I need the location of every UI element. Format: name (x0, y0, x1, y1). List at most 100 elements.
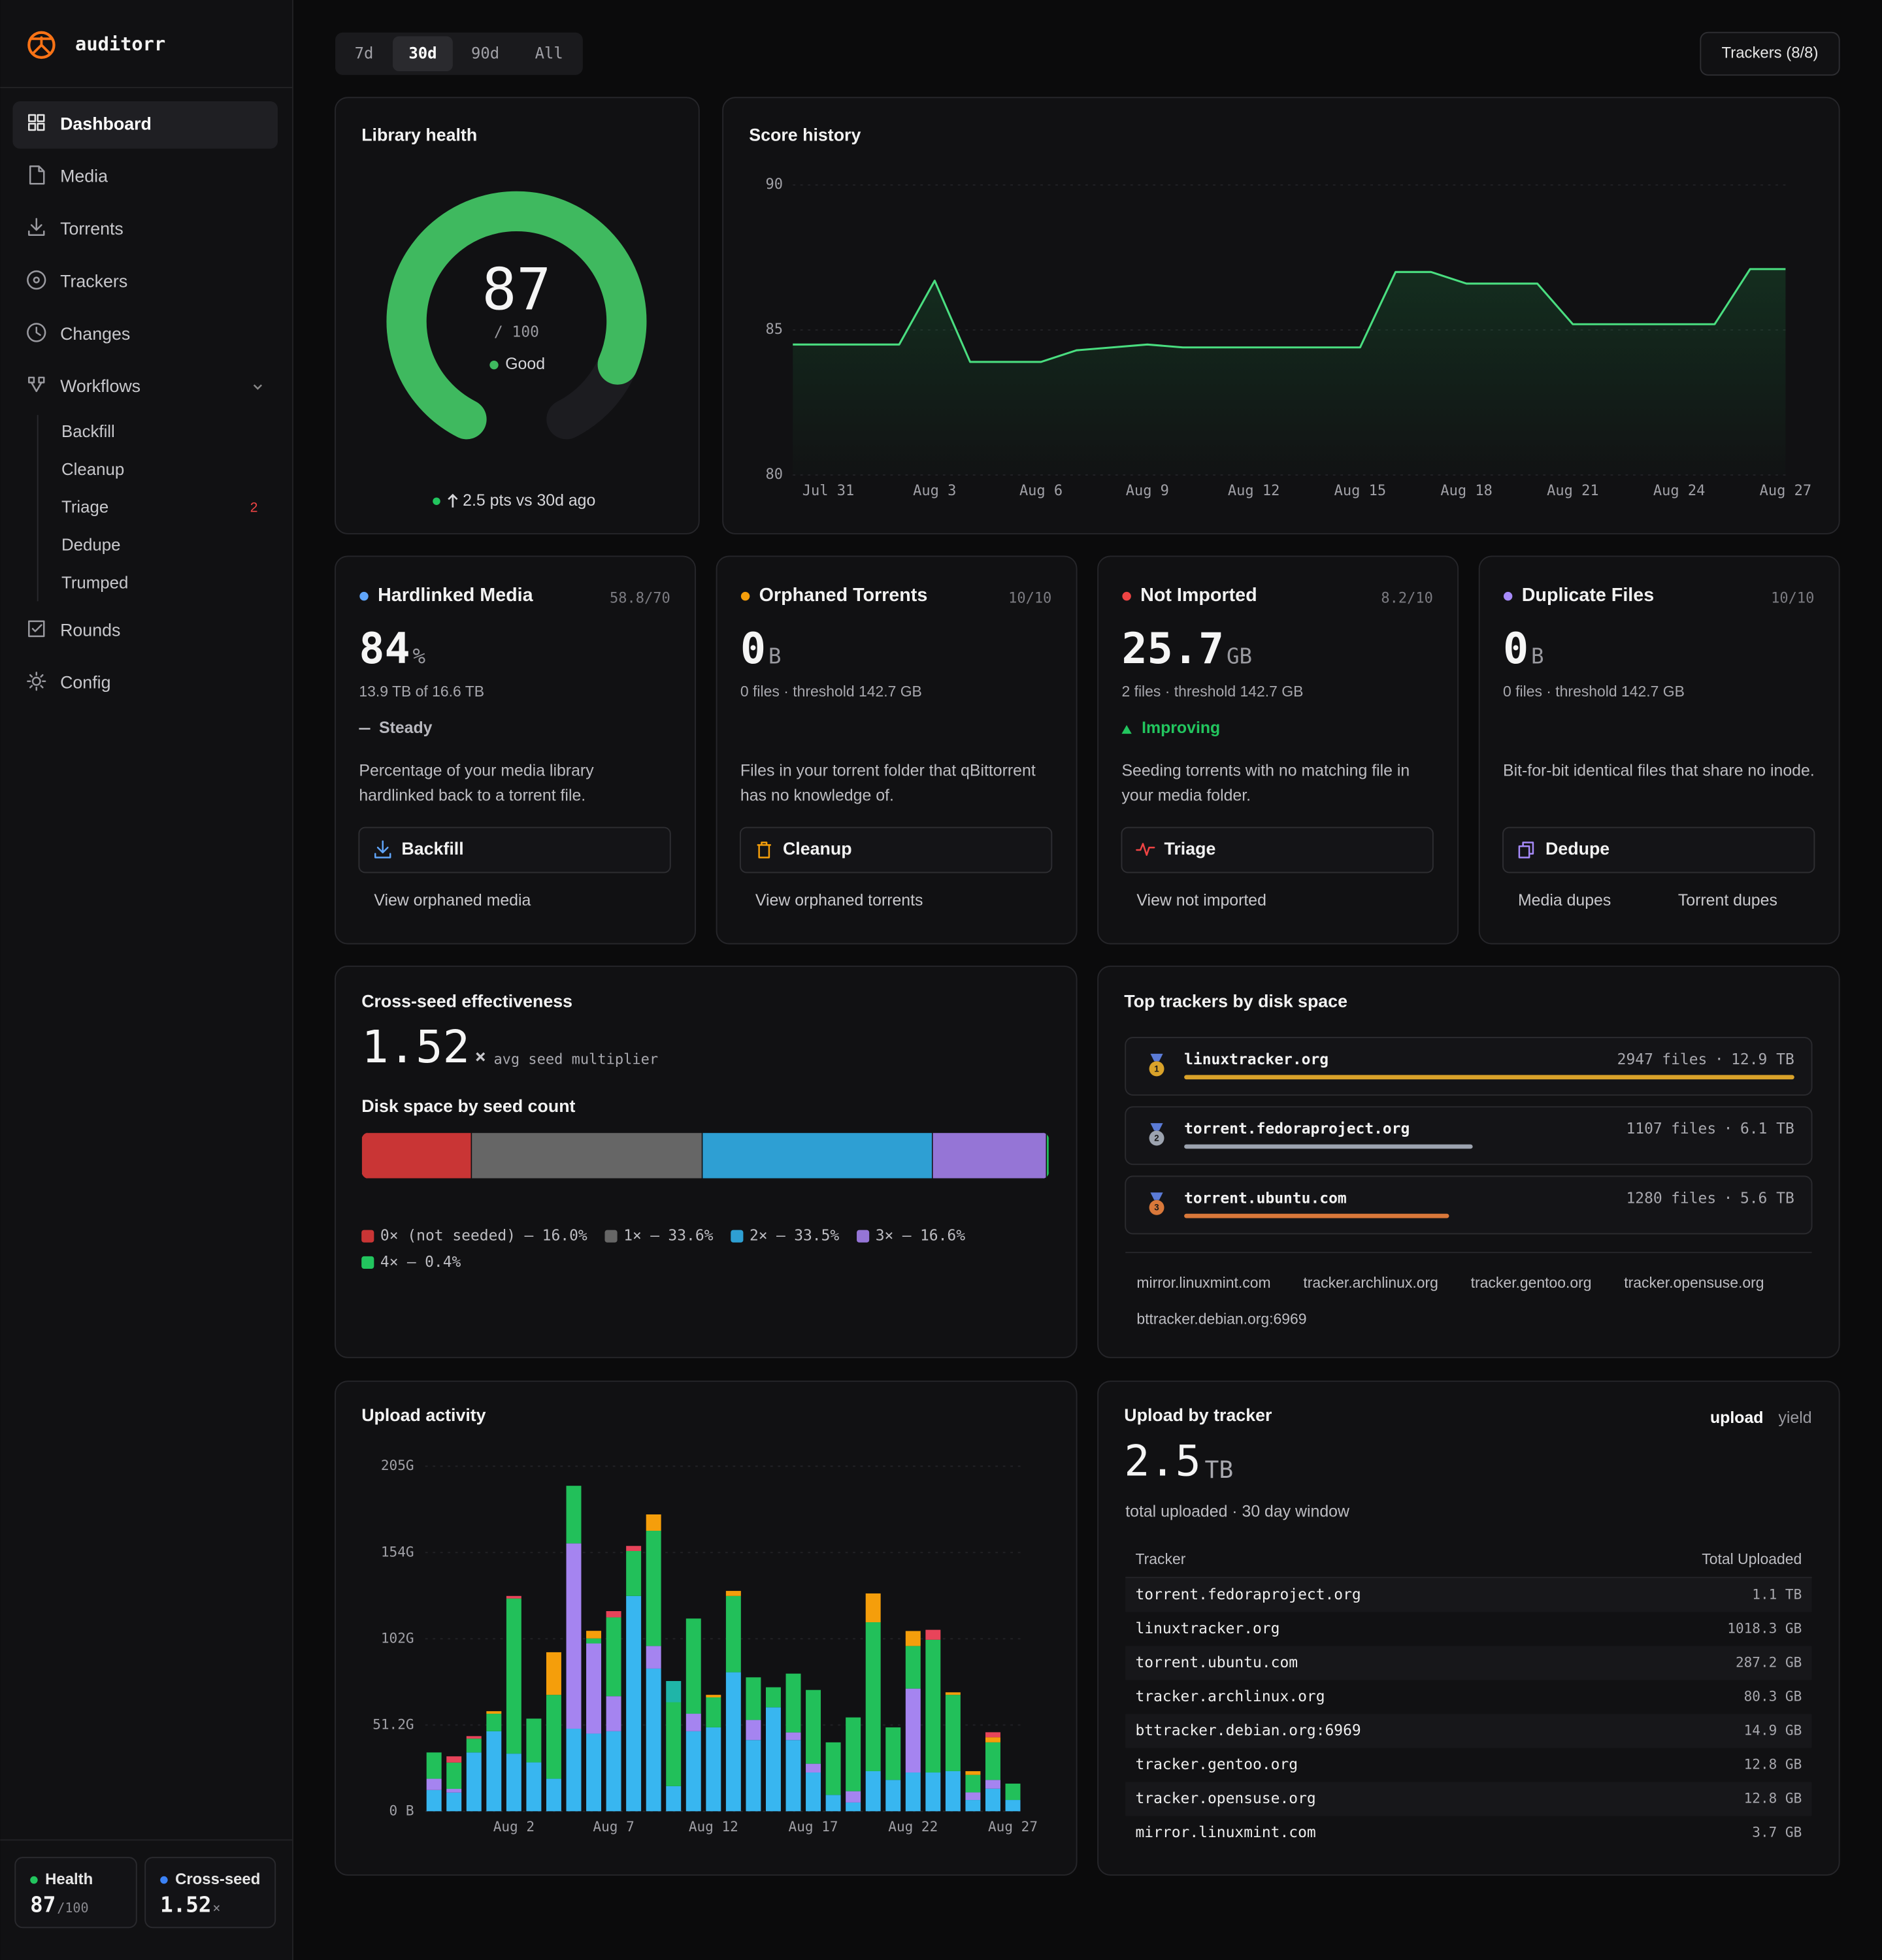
bar-segment (725, 1672, 741, 1812)
nav-item[interactable]: Torrents (60, 219, 124, 238)
nav-active (12, 101, 278, 149)
metric-unit: B (1531, 644, 1544, 668)
sub-nav-item[interactable]: Cleanup (61, 461, 124, 479)
link[interactable]: Torrent dupes (1678, 891, 1777, 909)
status-dot (30, 1876, 38, 1884)
metric-description: Percentage of your media library hardlin… (359, 761, 598, 804)
sub-nav-item[interactable]: Backfill (61, 423, 115, 441)
legend-value: 0.4% (425, 1254, 461, 1271)
range-button[interactable]: 90d (471, 44, 499, 62)
mode-toggle[interactable]: yield (1778, 1409, 1811, 1427)
card (335, 97, 700, 534)
action-button[interactable]: Cleanup (783, 839, 852, 858)
metric-name: Orphaned Torrents (759, 585, 928, 606)
bar-segment (526, 1762, 542, 1812)
nav-item[interactable]: Dashboard (60, 114, 152, 133)
bar-segment (466, 1736, 482, 1739)
y-tick-label: 90 (765, 176, 783, 193)
x-tick-label: Aug 24 (1653, 483, 1705, 499)
bar-segment (586, 1638, 602, 1644)
medal-rank: 2 (1154, 1134, 1159, 1143)
bar-segment (606, 1731, 621, 1812)
sidebar (0, 0, 293, 1960)
legend-separator: — (650, 1228, 659, 1245)
range-active[interactable] (393, 36, 453, 72)
bar-segment (486, 1711, 502, 1714)
tracker-link[interactable]: mirror.linuxmint.com (1136, 1274, 1270, 1291)
files-unit: files (1671, 1120, 1716, 1137)
line: Bit-for-bit identical files that share n… (1503, 761, 1815, 779)
link[interactable]: View not imported (1136, 891, 1266, 909)
bar-segment (765, 1707, 781, 1812)
icon (1136, 843, 1155, 856)
action-button-frame[interactable] (358, 826, 671, 874)
tracker-files: 1107 (1626, 1120, 1662, 1137)
range-button[interactable]: All (535, 44, 563, 62)
bar-segment (905, 1772, 921, 1812)
bar-segment (506, 1598, 521, 1754)
tracker-link[interactable]: bttracker.debian.org:6969 (1136, 1310, 1306, 1327)
link[interactable]: Media dupes (1518, 891, 1611, 909)
nav-item[interactable]: Config (60, 673, 110, 693)
sub-nav-item[interactable]: Dedupe (61, 536, 120, 555)
bar-segment (586, 1643, 602, 1734)
nav-item[interactable]: Trackers (60, 271, 127, 291)
legend-swatch (361, 1256, 374, 1269)
bar-segment (985, 1788, 1000, 1812)
trackers-button[interactable]: Trackers (8/8) (1722, 44, 1819, 62)
legend-value: 16.6% (920, 1228, 965, 1245)
icon (28, 376, 45, 393)
nav-item[interactable]: Workflows (60, 376, 140, 396)
link[interactable]: View orphaned media (374, 891, 531, 909)
card (716, 555, 1078, 945)
tracker-link[interactable]: tracker.gentoo.org (1471, 1274, 1592, 1291)
sub-nav-item[interactable]: Triage (61, 498, 108, 517)
action-button-frame[interactable] (739, 826, 1053, 874)
tracker-row (1125, 1037, 1813, 1096)
change-arrow (448, 493, 458, 508)
action-button-frame[interactable] (1121, 826, 1434, 874)
range-button[interactable]: 7d (355, 44, 374, 62)
metric-description: Bit-for-bit identical files that share n… (1503, 761, 1815, 779)
link[interactable]: View orphaned torrents (755, 891, 923, 909)
bar-segment (985, 1780, 1000, 1789)
tracker-size: 6.1 TB (1740, 1120, 1794, 1137)
action-button[interactable]: Dedupe (1545, 839, 1610, 858)
sub-nav-item[interactable]: Trumped (61, 574, 128, 593)
legend-name: 1× (623, 1228, 642, 1245)
cell-tracker: tracker.gentoo.org (1136, 1756, 1298, 1773)
bar-segment (486, 1731, 502, 1812)
tracker-link[interactable]: tracker.opensuse.org (1624, 1274, 1764, 1291)
action-button[interactable]: Triage (1164, 839, 1216, 858)
x-tick-label: Aug 6 (1019, 483, 1063, 499)
segment (701, 1132, 933, 1179)
bar-segment (925, 1772, 941, 1812)
gauge-value (386, 191, 647, 440)
bar-segment (646, 1646, 661, 1669)
metric-score: 10/10 (1771, 590, 1814, 606)
area (793, 269, 1786, 476)
action-button-frame[interactable] (1502, 826, 1815, 874)
trackers-button-frame[interactable] (1700, 31, 1840, 76)
card-title: Score history (749, 125, 861, 145)
bar-segment (905, 1646, 921, 1689)
total-unit: TB (1205, 1456, 1234, 1484)
tracker-link[interactable]: tracker.archlinux.org (1303, 1274, 1438, 1291)
separator: · (1715, 1051, 1724, 1068)
bar-segment (666, 1786, 682, 1812)
nav-item[interactable]: Media (60, 167, 108, 186)
bar-segment (506, 1754, 521, 1812)
x-tick-label: Aug 12 (689, 1818, 738, 1835)
bar-segment (965, 1771, 981, 1775)
action-button[interactable]: Backfill (401, 839, 463, 858)
range-button[interactable]: 30d (408, 44, 437, 62)
nav-item[interactable]: Changes (60, 324, 130, 344)
nav-item[interactable]: Rounds (60, 620, 120, 640)
legend-value: 33.6% (668, 1228, 713, 1245)
bar-segment (606, 1617, 621, 1697)
row-stripe (1125, 1714, 1812, 1748)
x-tick-label: Aug 7 (593, 1818, 634, 1835)
mode-toggle[interactable]: upload (1710, 1409, 1763, 1427)
cell-uploaded: 12.8 GB (1744, 1790, 1802, 1806)
bar-segment (945, 1695, 961, 1771)
